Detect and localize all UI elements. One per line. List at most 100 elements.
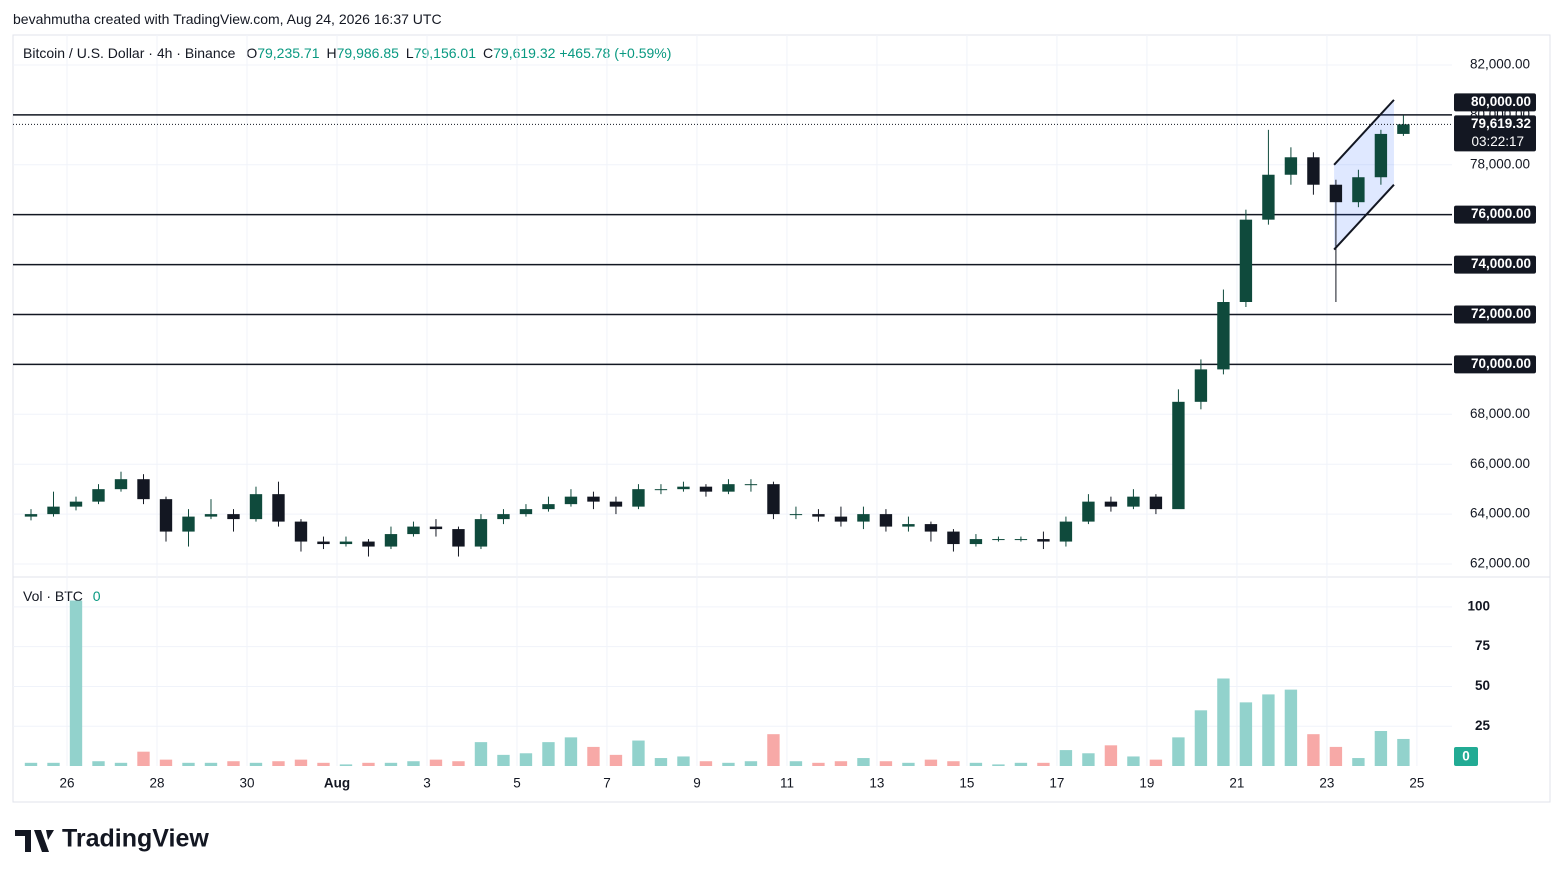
candle-body: [137, 479, 150, 500]
x-tick-label: 3: [423, 776, 431, 791]
candle-body: [384, 534, 398, 547]
x-tick-label: 11: [780, 776, 794, 791]
ohlc-value: 79,235.71: [257, 45, 320, 61]
candle-body: [632, 489, 645, 507]
x-tick-label: 9: [693, 776, 701, 791]
vol-tick-label: 25: [1475, 718, 1491, 733]
candle-body: [1194, 369, 1208, 402]
candle-body: [317, 541, 330, 545]
volume-bar: [879, 761, 893, 766]
candle-body: [407, 526, 420, 535]
candle-body: [1149, 496, 1163, 510]
volume-bar: [1037, 762, 1050, 766]
y-tick-label: 66,000.00: [1470, 456, 1530, 471]
y-tick-label: 68,000.00: [1470, 406, 1530, 421]
x-tick-label: 15: [959, 776, 974, 791]
candle-body: [1059, 521, 1073, 542]
candle-body: [452, 529, 465, 547]
candle-body: [1172, 401, 1185, 510]
candle-body: [654, 489, 668, 491]
volume-bar: [609, 754, 623, 766]
candle-body: [429, 526, 443, 530]
candle-body: [339, 541, 353, 545]
volume-bar: [564, 737, 578, 766]
level-label: 72,000.00: [1471, 306, 1531, 321]
volume-bar: [1352, 758, 1365, 766]
x-tick-label: 26: [59, 776, 74, 791]
volume-bar: [1172, 737, 1185, 766]
ohlc: O79,235.71 H79,986.85 L79,156.01 C79,619.32: [239, 45, 555, 61]
ohlc-key: H: [326, 45, 337, 61]
channel-line: [1333, 99, 1395, 166]
logo-text: TradingView: [62, 825, 209, 853]
candle-body: [92, 489, 105, 502]
last-price-badge: [1454, 115, 1536, 152]
candle-body: [677, 486, 690, 490]
volume-bar: [654, 758, 668, 766]
volume-bar: [767, 734, 780, 766]
y-tick-label: 82,000.00: [1470, 57, 1530, 72]
volume-bar: [1284, 689, 1298, 766]
candle-body: [1239, 219, 1253, 303]
x-tick-label: 19: [1139, 776, 1154, 791]
volume-bar: [204, 762, 218, 766]
candle-body: [1352, 177, 1365, 203]
volume-bar: [1059, 750, 1073, 766]
volume-bar: [1127, 756, 1140, 766]
ohlc-value: 79,986.85: [336, 45, 399, 61]
candle-body: [362, 541, 375, 547]
x-tick-label: 30: [239, 776, 254, 791]
candle-body: [969, 539, 983, 545]
volume-bar: [429, 759, 443, 766]
ohlc-key: C: [483, 45, 494, 61]
y-tick-label: 62,000.00: [1470, 556, 1530, 571]
vol-tick-label: 100: [1467, 598, 1490, 613]
vol-tick-label: 50: [1475, 678, 1490, 693]
candle-body: [767, 484, 780, 515]
volume-bar: [452, 761, 465, 766]
candle-body: [1262, 174, 1275, 220]
volume-bar: [182, 762, 195, 766]
volume-bar: [1014, 762, 1028, 766]
logo-mark: [15, 830, 54, 852]
volume-bar: [992, 764, 1005, 766]
volume-bar: [24, 762, 38, 766]
x-tick-label: Aug: [324, 776, 350, 791]
volume-bar: [272, 761, 285, 766]
x-tick-label: 28: [149, 776, 164, 791]
level-label: 74,000.00: [1471, 256, 1531, 271]
candle-body: [249, 494, 263, 520]
candle-body: [1397, 124, 1410, 134]
candle-body: [204, 514, 218, 517]
volume-bar: [632, 740, 645, 766]
volume-bar: [1194, 710, 1208, 766]
candle-body: [272, 494, 285, 522]
candle-body: [1127, 496, 1140, 507]
volume-bar: [587, 746, 600, 766]
volume-badge: [1454, 747, 1478, 766]
candle-body: [1284, 157, 1298, 175]
logo: TradingView: [15, 825, 209, 853]
legend: Bitcoin / U.S. Dollar · 4h · Binance O79…: [23, 45, 671, 61]
volume-bar: [744, 761, 758, 766]
volume-value: 0: [92, 588, 101, 604]
volume-badge-label: 0: [1462, 749, 1470, 764]
volume-bar: [699, 761, 713, 766]
candle-body: [69, 501, 83, 507]
candle-body: [564, 496, 578, 505]
volume-bar: [789, 761, 803, 766]
candle-body: [1329, 184, 1343, 203]
candle-body: [1037, 539, 1050, 542]
y-tick-label: 78,000.00: [1470, 156, 1530, 171]
volume-bar: [249, 762, 263, 766]
countdown: 03:22:17: [1471, 134, 1524, 149]
candle-body: [744, 484, 758, 486]
y-tick-label: 64,000.00: [1470, 506, 1530, 521]
volume-bar: [159, 759, 173, 766]
candle-body: [159, 499, 173, 532]
candle-body: [114, 479, 128, 490]
ohlc-key: O: [246, 45, 258, 61]
volume-bar: [92, 761, 105, 766]
level-badge: [1454, 255, 1536, 274]
